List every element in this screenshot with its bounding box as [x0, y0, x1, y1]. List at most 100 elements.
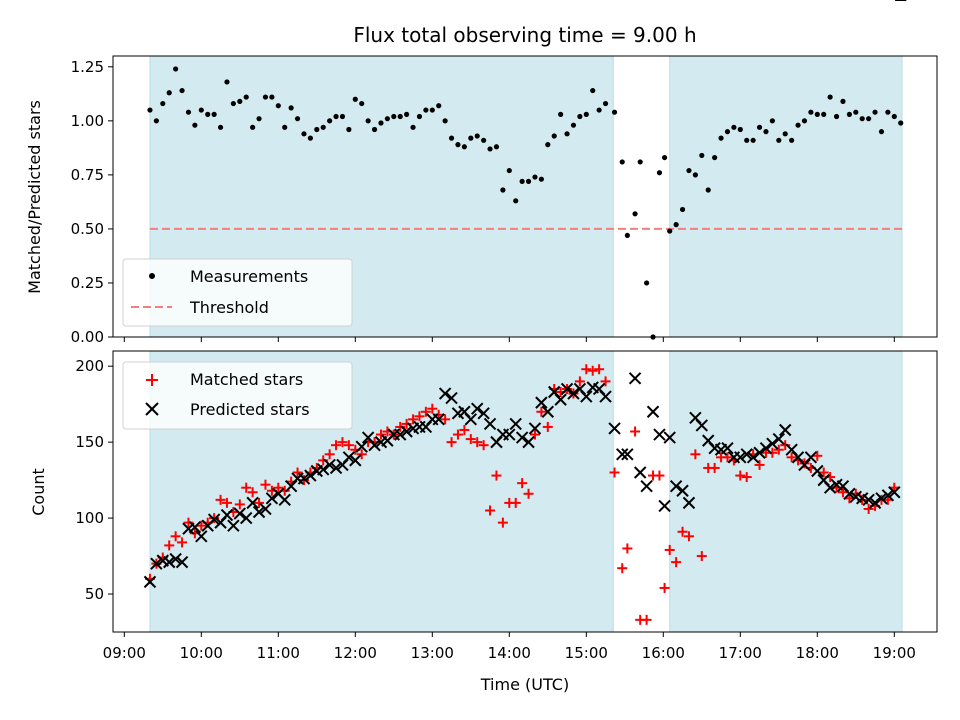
measurement-point — [789, 137, 795, 143]
measurement-point — [661, 154, 668, 161]
measurement-point — [378, 120, 384, 126]
predicted-star-point — [695, 419, 709, 432]
top-y-axis: 0.00 0.25 0.50 0.75 1.00 1.25 — [71, 58, 113, 346]
measurement-point — [391, 113, 397, 120]
matched-star-point — [536, 406, 547, 417]
matched-star-point — [709, 462, 720, 473]
measurement-point — [173, 66, 179, 72]
predicted-star-point — [317, 463, 330, 476]
xtick-label: 14:00 — [488, 644, 531, 662]
legend-predicted-label: Predicted stars — [190, 400, 310, 419]
measurement-point — [365, 118, 371, 124]
matched-star-point — [863, 503, 874, 514]
predicted-star-point — [753, 446, 766, 459]
measurement-point — [224, 79, 230, 85]
measurement-point — [416, 113, 423, 120]
top-ytick-label: 1.25 — [71, 58, 104, 76]
matched-star-point — [510, 497, 521, 508]
measurement-point — [519, 178, 525, 184]
measurement-point — [737, 126, 743, 133]
measurement-point — [632, 211, 638, 217]
star-count-series — [143, 0, 907, 625]
measurement-point — [436, 103, 442, 109]
measurement-point — [846, 111, 852, 117]
predicted-star-point — [567, 387, 580, 400]
predicted-star-point — [342, 451, 356, 464]
matched-star-point — [587, 365, 598, 376]
bottom-axes-frame — [112, 350, 938, 633]
matched-star-point — [517, 478, 528, 489]
matched-star-point — [465, 434, 476, 445]
matched-star-point — [298, 475, 309, 486]
predicted-star-point — [355, 440, 368, 453]
measurement-point — [506, 167, 512, 174]
predicted-star-point — [535, 396, 548, 409]
predicted-star-point — [628, 372, 642, 385]
matched-star-point — [630, 426, 641, 437]
predicted-star-point — [278, 493, 291, 507]
matched-star-point — [337, 437, 348, 448]
top-ytick-label: 0.75 — [71, 166, 104, 184]
bottom-legend-box — [122, 361, 353, 430]
matched-star-point — [780, 440, 791, 451]
legend-matched-label: Matched stars — [190, 370, 303, 389]
measurement-point — [705, 187, 711, 193]
matched-star-point — [446, 437, 457, 448]
matched-star-point — [659, 582, 670, 593]
measurement-point — [667, 228, 673, 234]
x-axis: 09:00 10:00 11:00 12:00 13:00 14:00 15:00 16:00… — [103, 632, 916, 662]
measurement-point — [153, 118, 159, 124]
matched-star-point — [696, 551, 707, 562]
matched-star-point — [164, 540, 175, 551]
bottom-ytick-label: 200 — [75, 357, 104, 375]
matched-star-point — [343, 440, 354, 451]
matched-star-point — [497, 517, 508, 528]
measurement-point — [878, 129, 885, 135]
measurement-point — [833, 113, 840, 120]
predicted-star-point — [503, 428, 516, 441]
measurement-point — [333, 113, 339, 120]
top-ytick-label: 0.25 — [71, 274, 104, 292]
measurement-point — [656, 170, 663, 176]
measurement-point — [827, 94, 833, 100]
predicted-star-point — [560, 382, 574, 396]
matched-star-point — [523, 488, 534, 499]
measurement-point — [679, 206, 686, 213]
measurement-point — [217, 124, 224, 130]
measurement-point — [275, 103, 281, 109]
predicted-star-point — [843, 487, 856, 500]
measurement-point — [166, 90, 172, 96]
measurement-point — [198, 107, 204, 113]
predicted-star-point — [207, 513, 221, 526]
predicted-star-point — [432, 413, 445, 426]
predicted-star-point — [646, 405, 660, 418]
measurement-point — [699, 152, 705, 159]
top-ytick-label: 0.50 — [71, 220, 104, 238]
matched-star-point — [722, 452, 733, 463]
predicted-star-point — [233, 507, 247, 520]
matched-star-point — [754, 459, 765, 470]
matched-star-point — [375, 429, 386, 440]
measurement-point — [795, 122, 801, 128]
measurement-point — [532, 174, 538, 180]
predicted-star-point — [438, 387, 452, 400]
matched-star-point — [356, 449, 367, 460]
predicted-star-point — [779, 423, 792, 437]
matched-star-point — [812, 450, 823, 461]
bottom-y-axis: 50 100 150 200 — [75, 357, 113, 603]
matched-star-point — [273, 482, 284, 493]
top-ytick-label: 1.00 — [71, 112, 104, 130]
measurement-point — [301, 131, 307, 137]
xtick-label: 16:00 — [642, 644, 685, 662]
xtick-label: 15:00 — [565, 644, 608, 662]
matched-star-point — [617, 563, 628, 574]
predicted-star-point — [881, 489, 895, 502]
legend-threshold-label: Threshold — [189, 298, 269, 317]
predicted-star-point — [554, 393, 567, 406]
measurement-point — [262, 94, 269, 100]
matched-star-point — [183, 517, 194, 528]
measurement-point — [513, 198, 519, 204]
matched-star-point — [395, 421, 406, 432]
legend-measurements-marker — [149, 273, 155, 279]
measurement-point — [756, 124, 763, 130]
